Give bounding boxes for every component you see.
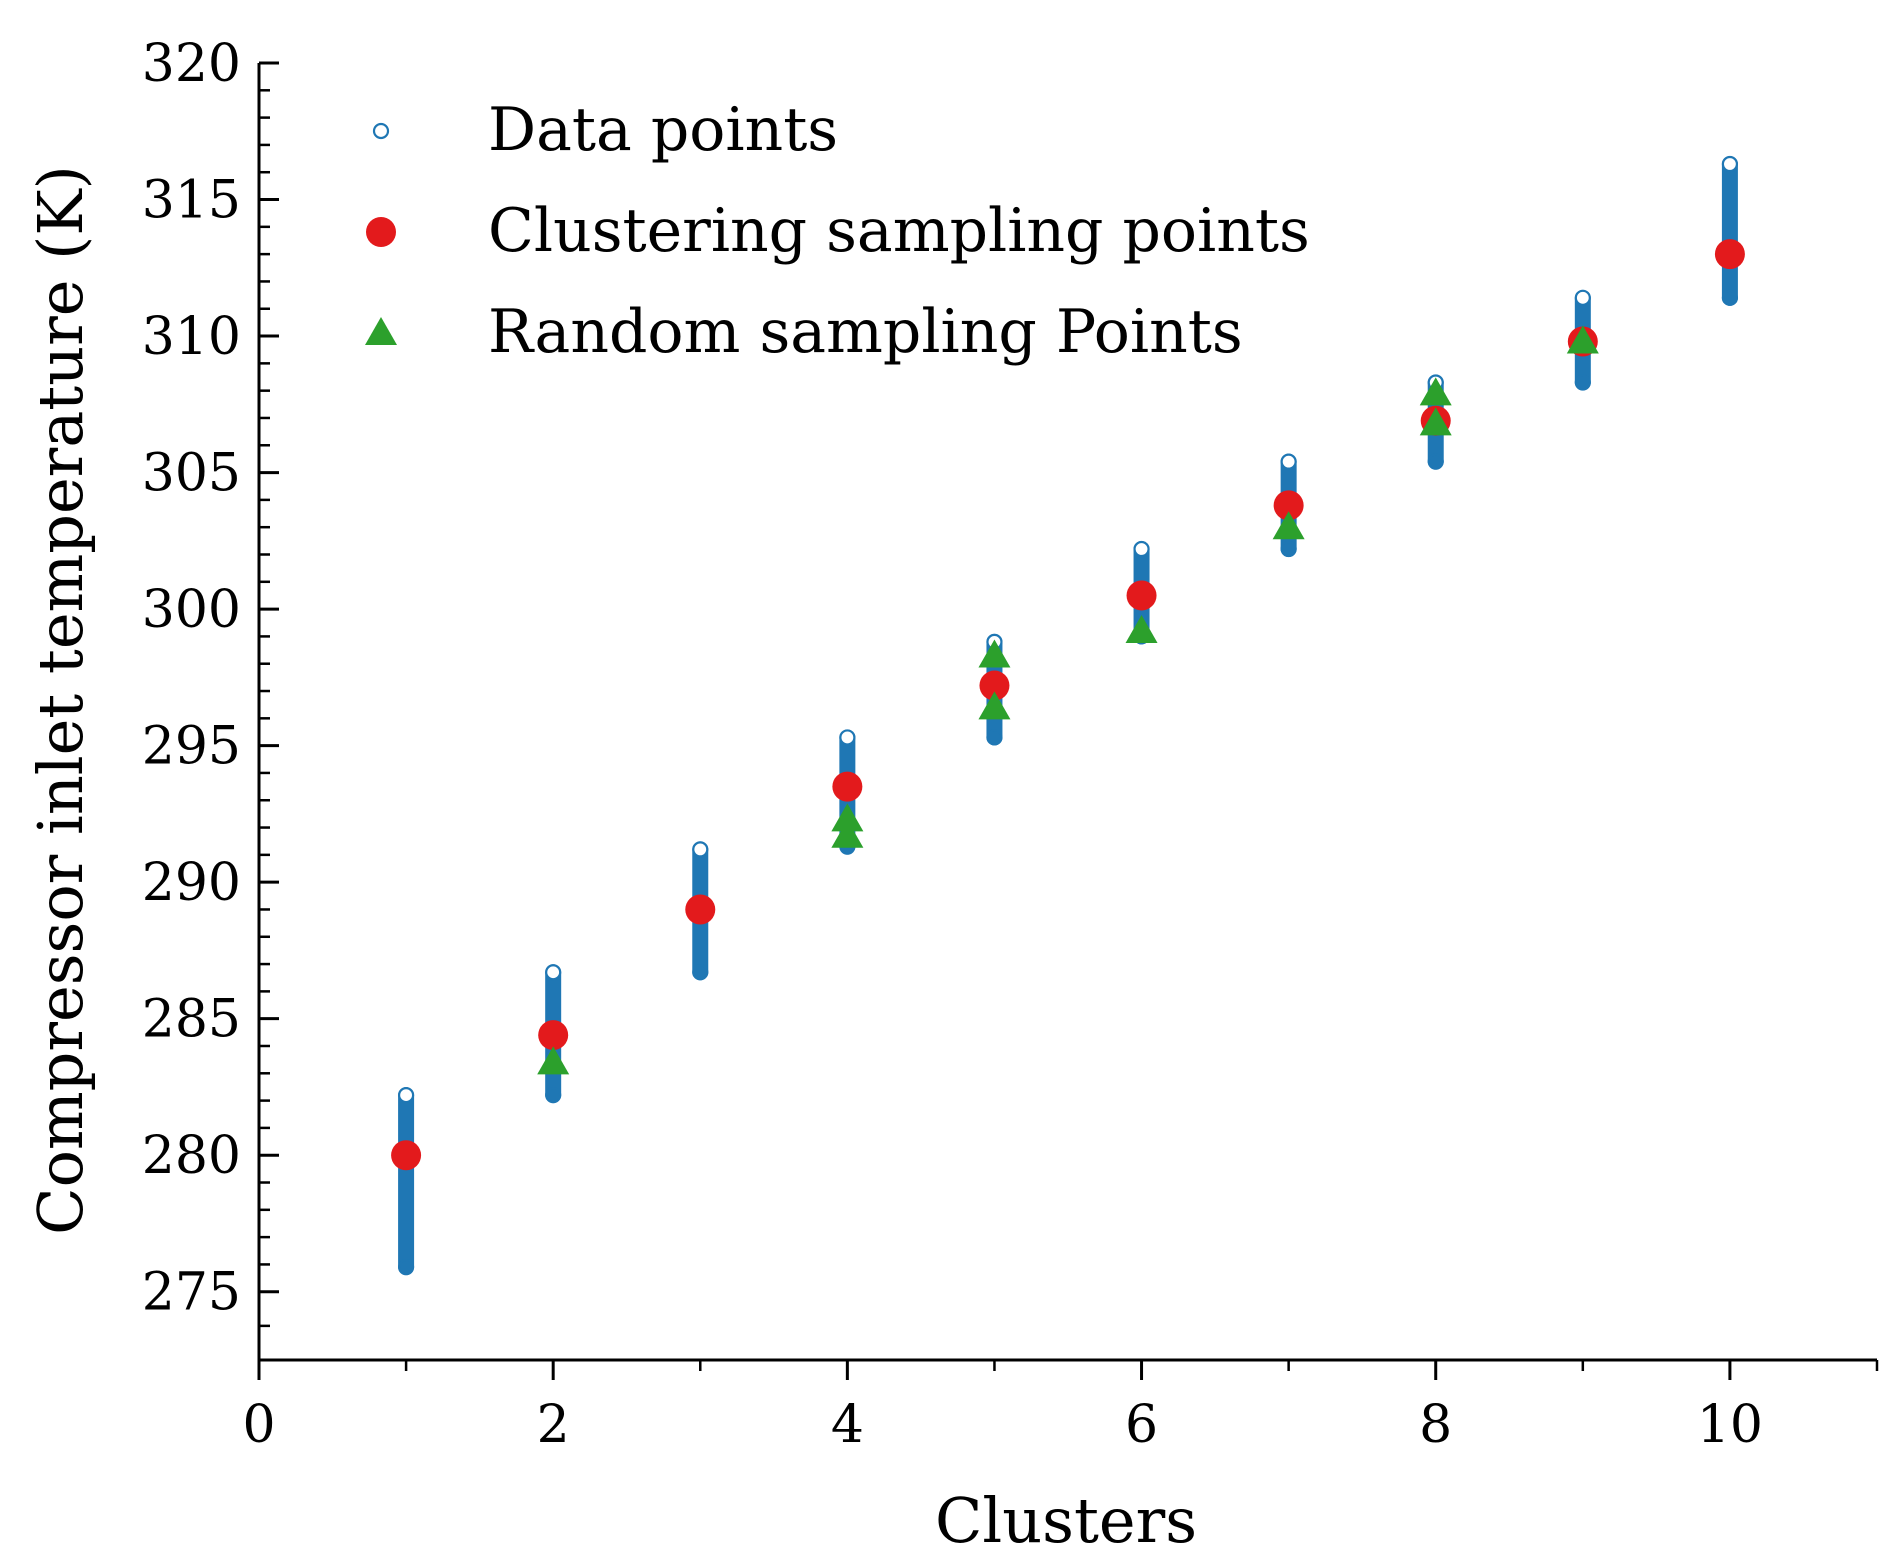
clustering-sampling-series	[391, 239, 1745, 1171]
plot-series	[391, 155, 1745, 1276]
data-point	[1574, 289, 1591, 306]
clustering-sampling-point	[979, 670, 1010, 701]
x-tick-label: 2	[537, 1395, 570, 1455]
random-sampling-point	[1419, 377, 1452, 406]
x-axis-label: Clusters	[935, 1484, 1197, 1557]
legend-marker-clustering	[366, 217, 396, 247]
random-sampling-point	[978, 639, 1011, 668]
legend: Data points Clustering sampling points Ran…	[365, 95, 1310, 367]
clustering-sampling-point	[1714, 239, 1745, 270]
data-point	[397, 1087, 415, 1104]
data-point	[397, 1259, 415, 1276]
clustering-sampling-point	[1126, 580, 1157, 611]
data-point	[1280, 540, 1297, 558]
axes	[257, 63, 1877, 1362]
random-sampling-point	[831, 803, 864, 832]
data-point	[1721, 155, 1739, 173]
y-tick-label: 295	[142, 717, 241, 777]
data-point	[1133, 540, 1150, 558]
data-point	[692, 841, 709, 858]
legend-label-random: Random sampling Points	[488, 297, 1243, 367]
data-point	[545, 1087, 562, 1104]
x-tick-label: 6	[1125, 1395, 1158, 1455]
random-sampling-point	[537, 1046, 570, 1075]
y-tick-label: 310	[142, 307, 241, 367]
clustering-sampling-point	[391, 1140, 422, 1171]
legend-label-data-points: Data points	[488, 95, 838, 165]
y-tick-label: 280	[142, 1126, 241, 1186]
y-tick-label: 315	[142, 171, 241, 231]
random-sampling-point	[1566, 325, 1599, 354]
random-sampling-point	[978, 691, 1011, 720]
legend-marker-random	[365, 317, 397, 345]
random-sampling-point	[1272, 511, 1305, 540]
data-point	[545, 964, 562, 981]
data-point	[839, 729, 856, 746]
random-sampling-point	[831, 819, 864, 848]
legend-label-clustering: Clustering sampling points	[488, 196, 1310, 266]
y-ticks: 275 280 285 290 295 300 305 310 315 320	[142, 34, 279, 1328]
y-axis-label: Compressor inlet temperature (K)	[24, 165, 97, 1235]
y-tick-label: 290	[142, 853, 241, 913]
x-tick-label: 8	[1419, 1395, 1452, 1455]
x-tick-label: 10	[1697, 1395, 1763, 1455]
legend-marker-data-points	[372, 122, 390, 140]
x-tick-label: 0	[242, 1395, 275, 1455]
data-point	[1427, 453, 1444, 470]
data-point	[986, 729, 1003, 746]
data-point	[692, 964, 709, 981]
x-ticks: 0 2 4 6 8 10	[242, 1360, 1879, 1455]
y-tick-label: 320	[142, 34, 241, 94]
data-point	[1280, 453, 1297, 470]
clustering-sampling-point	[538, 1020, 569, 1051]
clustering-sampling-point	[832, 771, 863, 802]
random-sampling-series	[537, 325, 1599, 1075]
random-sampling-point	[1125, 614, 1158, 643]
clustering-sampling-point	[685, 894, 716, 925]
x-tick-label: 4	[831, 1395, 864, 1455]
y-tick-label: 285	[142, 990, 241, 1050]
clustering-sampling-point	[1273, 490, 1304, 521]
y-tick-label: 275	[142, 1263, 241, 1323]
y-tick-label: 300	[142, 580, 241, 640]
data-point	[1721, 289, 1739, 306]
random-sampling-point	[1419, 407, 1452, 436]
data-point	[1574, 374, 1591, 391]
y-tick-label: 305	[142, 444, 241, 504]
